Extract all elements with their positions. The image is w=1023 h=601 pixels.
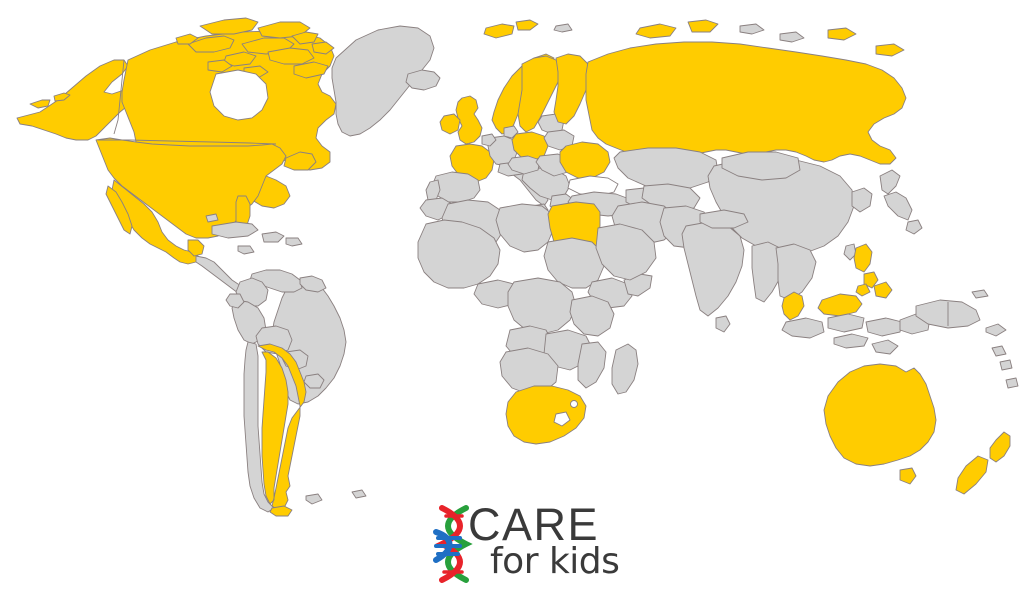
country-new-zealand[interactable] xyxy=(956,432,1010,494)
country-greenland[interactable] xyxy=(332,26,434,136)
region-russia-arctic-islands xyxy=(636,20,904,56)
region-tasmania xyxy=(900,468,916,484)
country-argentina[interactable] xyxy=(258,344,306,510)
country-korea xyxy=(852,188,872,212)
country-kenya-tanzania xyxy=(570,296,614,336)
country-indonesia[interactable] xyxy=(782,314,930,354)
country-kazakhstan[interactable] xyxy=(614,148,718,190)
country-india[interactable] xyxy=(682,222,744,316)
region-tibet-nepal xyxy=(700,210,748,228)
country-china[interactable] xyxy=(708,158,854,254)
region-central-africa xyxy=(508,278,576,334)
country-lesotho xyxy=(553,411,571,427)
border-canada-alaska xyxy=(114,60,124,134)
black-sea xyxy=(567,175,619,197)
country-madagascar[interactable] xyxy=(612,344,638,394)
country-japan[interactable] xyxy=(880,170,922,234)
hudson-bay xyxy=(209,69,269,121)
region-guianas xyxy=(300,276,326,292)
country-philippines[interactable] xyxy=(854,244,892,298)
region-svalbard xyxy=(484,20,572,38)
logo-care-text: CARE xyxy=(468,499,600,550)
region-south-georgia xyxy=(352,490,366,498)
country-portugal xyxy=(426,180,440,200)
country-mongolia xyxy=(722,152,800,180)
region-baja-california-mexico xyxy=(106,186,132,234)
country-ireland[interactable] xyxy=(440,114,460,134)
country-sweden[interactable] xyxy=(518,56,560,132)
region-pacific-islands xyxy=(972,290,1018,388)
dna-helix-icon xyxy=(433,505,473,583)
country-saudi-arabia[interactable] xyxy=(596,224,656,280)
country-peru xyxy=(232,300,266,344)
country-united-kingdom[interactable] xyxy=(456,96,482,144)
region-sahel-west-africa xyxy=(418,220,500,288)
country-malaysia[interactable] xyxy=(782,292,804,320)
country-australia[interactable] xyxy=(824,364,936,466)
region-yucatan-mexico xyxy=(188,240,204,256)
logo-wordmark: CARE for kids xyxy=(468,499,620,592)
country-finland[interactable] xyxy=(554,54,590,124)
country-newfoundland-canada xyxy=(284,152,316,170)
border-usa-canada xyxy=(98,140,276,144)
region-tierra-del-fuego xyxy=(270,506,292,516)
country-canada-arctic-islands xyxy=(176,18,334,78)
country-ukraine[interactable] xyxy=(560,142,610,178)
country-sri-lanka xyxy=(716,316,730,332)
region-czech-hungary xyxy=(508,156,540,174)
country-france[interactable] xyxy=(450,144,494,182)
country-south-africa[interactable] xyxy=(506,386,586,444)
country-taiwan xyxy=(844,244,856,260)
logo-forkids-text: for kids xyxy=(490,541,620,582)
country-iceland[interactable] xyxy=(406,70,440,90)
region-caribbean-islands xyxy=(206,214,302,254)
region-indochina xyxy=(776,244,816,300)
country-russia[interactable] xyxy=(586,42,906,164)
region-falkland-islands xyxy=(306,494,322,504)
region-east-malaysia-borneo[interactable] xyxy=(818,294,862,316)
country-aleutians-usa xyxy=(30,93,70,108)
country-eswatini xyxy=(570,400,578,408)
country-ecuador xyxy=(226,294,244,308)
region-benelux xyxy=(482,134,496,146)
country-libya xyxy=(496,204,554,252)
country-mozambique xyxy=(578,342,606,388)
country-denmark xyxy=(504,126,518,138)
country-myanmar-thailand xyxy=(752,242,784,302)
care-for-kids-logo[interactable]: CARE for kids xyxy=(428,499,620,592)
